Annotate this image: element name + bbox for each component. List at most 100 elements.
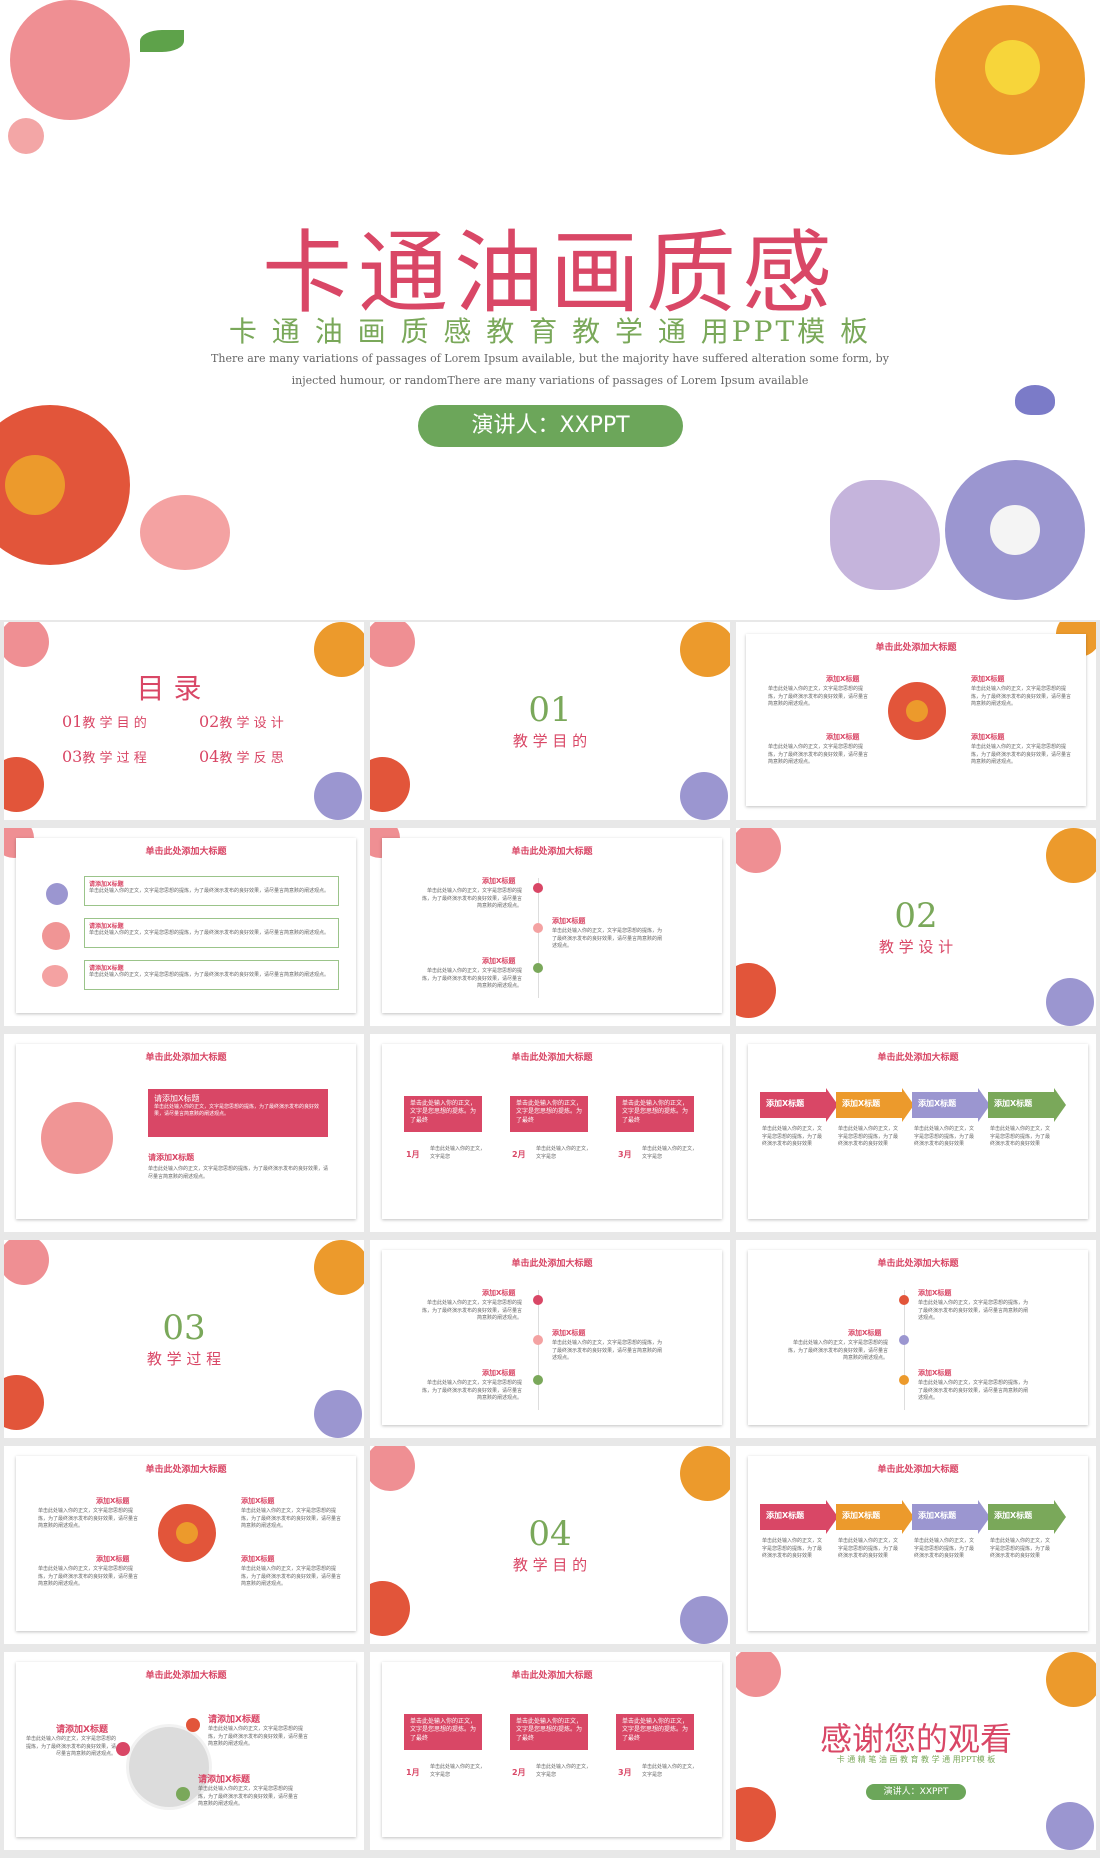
butterfly-decoration [1015,385,1055,415]
timeline-slide[interactable]: 单击此处添加大标题 添加X标题 单击此处输入你的正文，文字是您思想的提炼，为了最… [370,828,730,1026]
point-title: 添加X标题 [482,1289,516,1297]
toc-item-2[interactable]: 02教 学 设 计 [199,712,284,731]
monthly-bars-slide[interactable]: 单击此处添加大标题 单击此处输入你的正文，文字是您思想的提炼。为了最终 单击此处… [370,1652,730,1850]
point-body: 单击此处输入你的正文，文字是您思想的提炼，为了最终演示发布的良好效果，请尽量言简… [788,1340,889,1361]
month-body: 单击此处输入你的正文，文字是您 [642,1146,698,1160]
peach-icon [41,1102,113,1174]
point-body: 单击此处输入你的正文，文字是您思想的提炼，为了最终演示发布的良好效果，请尽量言简… [208,1726,309,1747]
pink-flower-decoration [4,1240,49,1285]
lavender-flower-decoration [680,772,728,820]
pink-flower-decoration [10,0,130,120]
cover-slide[interactable]: 卡通油画质感 卡 通 油 画 质 感 教 育 教 学 通 用PPT模 板 The… [0,0,1100,620]
flower-four-points-slide[interactable]: 单击此处添加大标题 添加X标题 单击此处输入你的正文，文字是您思想的提炼，为了最… [736,622,1096,820]
point-body: 单击此处输入你的正文，文字是您思想的提炼，为了最终演示发布的良好效果，请尽量言简… [768,744,869,765]
arrow-body: 单击此处输入你的正文，文字是您思想的提炼，为了最终演示发布的良好效果 [762,1538,823,1559]
toc-item-4[interactable]: 04教 学 反 思 [199,747,284,766]
point-body: 单击此处输入你的正文，文字是您思想的提炼，为了最终演示发布的良好效果，请尽量言简… [148,1166,329,1180]
process-arrow: 添加X标题 [988,1500,1066,1534]
point-body: 单击此处输入你的正文，文字是您思想的提炼，为了最终演示发布的良好效果，请尽量言简… [422,968,523,989]
closing-title: 感谢您的观看 [819,1720,1012,1758]
red-flower-decoration [736,1787,776,1842]
timeline-dot [533,883,543,893]
lavender-flower-icon [46,883,68,905]
presenter-badge: 演讲人：XXPPT [418,405,683,447]
point-title: 添加X标题 [552,917,586,925]
timeline-dot [533,1375,543,1385]
point-title: 请添加X标题 [148,1153,195,1162]
peach-flower-decoration [140,495,230,570]
toc-slide[interactable]: 目 录 01教 学 目 的 02教 学 设 计 03教 学 过 程 04教 学 … [4,622,364,820]
peach-icon [42,922,70,950]
section-01-slide[interactable]: 01 教 学 目 的 [370,622,730,820]
slide-title: 单击此处添加大标题 [511,1671,593,1681]
closing-subtitle: 卡 通 精 笔 油 画 教 育 教 学 通 用PPT模 板 [836,1755,996,1764]
section-02-slide[interactable]: 02 教 学 设 计 [736,828,1096,1026]
timeline-dot [533,1295,543,1305]
monthly-bars-slide[interactable]: 单击此处添加大标题 单击此处输入你的正文，文字是您思想的提炼。为了最终 单击此处… [370,1034,730,1232]
month-label: 1月 [406,1768,420,1777]
section-number: 01 [528,690,572,730]
point-body: 单击此处输入你的正文，文字是您思想的提炼，为了最终演示发布的良好效果，请尽量言简… [241,1566,342,1587]
slide-title: 单击此处添加大标题 [877,1259,959,1269]
peach-highlight-slide[interactable]: 单击此处添加大标题 请添加X标题 单击此处输入你的正文，文字是您思想的提炼，为了… [4,1034,364,1232]
timeline-line [904,1290,905,1410]
lavender-flower-decoration [314,772,362,820]
month-body: 单击此处输入你的正文，文字是您 [536,1146,592,1160]
section-04-slide[interactable]: 04 教 学 目 的 [370,1446,730,1644]
toc-item-3[interactable]: 03教 学 过 程 [62,747,147,766]
point-title: 添加X标题 [96,1555,130,1563]
process-arrow: 添加X标题 [836,1088,914,1122]
arrows-process-slide[interactable]: 单击此处添加大标题 添加X标题 添加X标题 添加X标题 添加X标题 单击此处输入… [736,1446,1096,1644]
content-card: 单击此处添加大标题 添加X标题 单击此处输入你的正文，文字是您思想的提炼，为了最… [382,1250,722,1425]
point-title: 请添加X标题 [198,1775,250,1785]
lavender-flower-decoration [1046,978,1094,1026]
point-body: 单击此处输入你的正文，文字是您思想的提炼，为了最终演示发布的良好效果，请尽量言简… [552,928,663,949]
arrows-process-slide[interactable]: 单击此处添加大标题 添加X标题 添加X标题 添加X标题 添加X标题 单击此处输入… [736,1034,1096,1232]
point-dot [186,1718,200,1732]
content-card: 单击此处添加大标题 添加X标题 单击此处输入你的正文，文字是您思想的提炼，为了最… [746,634,1086,806]
three-items-list-slide[interactable]: 单击此处添加大标题 请添加X标题 单击此处输入你的正文，文字是您思想的提炼，为了… [4,828,364,1026]
slide-title: 单击此处添加大标题 [511,847,593,857]
timeline-right-slide[interactable]: 单击此处添加大标题 添加X标题 单击此处输入你的正文，文字是您思想的提炼，为了最… [736,1240,1096,1438]
month-bar: 单击此处输入你的正文，文字是您思想的提炼。为了最终 [404,1096,482,1132]
lavender-flower-decoration [680,1596,728,1644]
timeline-dot [533,1335,543,1345]
yellow-flower-center-decoration [985,40,1040,95]
orange-flower-decoration [1046,1652,1096,1707]
closing-presenter-badge: 演讲人：XXPPT [866,1784,966,1800]
process-arrow: 添加X标题 [912,1500,990,1534]
arrow-body: 单击此处输入你的正文，文字是您思想的提炼，为了最终演示发布的良好效果 [838,1538,899,1559]
orange-flower-decoration [680,1446,730,1501]
highlight-box: 请添加X标题 单击此处输入你的正文，文字是您思想的提炼，为了最终演示发布的良好效… [148,1089,328,1137]
orange-flower-decoration [1046,828,1096,883]
pink-flower-icon [42,965,68,987]
slide-title: 单击此处添加大标题 [145,1465,227,1475]
point-title: 添加X标题 [918,1369,952,1377]
month-bar: 单击此处输入你的正文，文字是您思想的提炼。为了最终 [616,1096,694,1132]
point-title: 添加X标题 [241,1555,275,1563]
pink-flower-decoration [736,828,781,873]
timeline-slide[interactable]: 单击此处添加大标题 添加X标题 单击此处输入你的正文，文字是您思想的提炼，为了最… [370,1240,730,1438]
list-item: 请添加X标题 单击此处输入你的正文，文字是您思想的提炼，为了最终演示发布的良好效… [84,960,339,990]
section-label: 教 学 目 的 [512,1556,588,1574]
image-points-slide[interactable]: 单击此处添加大标题 请添加X标题 单击此处输入你的正文，文字是您思想的提炼，为了… [4,1652,364,1850]
month-bar: 单击此处输入你的正文，文字是您思想的提炼。为了最终 [510,1096,588,1132]
arrow-body: 单击此处输入你的正文，文字是您思想的提炼，为了最终演示发布的良好效果 [914,1538,975,1559]
closing-slide[interactable]: 感谢您的观看 卡 通 精 笔 油 画 教 育 教 学 通 用PPT模 板 演讲人… [736,1652,1096,1850]
orange-flower-decoration [314,622,364,677]
orange-flower-decoration [680,622,730,677]
timeline-dot [899,1335,909,1345]
point-body: 单击此处输入你的正文，文字是您思想的提炼，为了最终演示发布的良好效果，请尽量言简… [38,1566,139,1587]
flower-four-points-slide[interactable]: 单击此处添加大标题 添加X标题 单击此处输入你的正文，文字是您思想的提炼，为了最… [4,1446,364,1644]
cover-description-line1: There are many variations of passages of… [211,352,889,365]
point-body: 单击此处输入你的正文，文字是您思想的提炼，为了最终演示发布的良好效果，请尽量言简… [918,1300,1029,1321]
point-body: 单击此处输入你的正文，文字是您思想的提炼，为了最终演示发布的良好效果，请尽量言简… [552,1340,663,1361]
month-body: 单击此处输入你的正文，文字是您 [430,1764,486,1778]
slide-title: 单击此处添加大标题 [145,1671,227,1681]
toc-item-1[interactable]: 01教 学 目 的 [62,712,147,731]
lavender-flower-decoration [314,1390,362,1438]
red-flower-decoration [370,757,410,812]
section-03-slide[interactable]: 03 教 学 过 程 [4,1240,364,1438]
point-title: 添加X标题 [848,1329,882,1337]
toc-title: 目 录 [136,672,202,705]
